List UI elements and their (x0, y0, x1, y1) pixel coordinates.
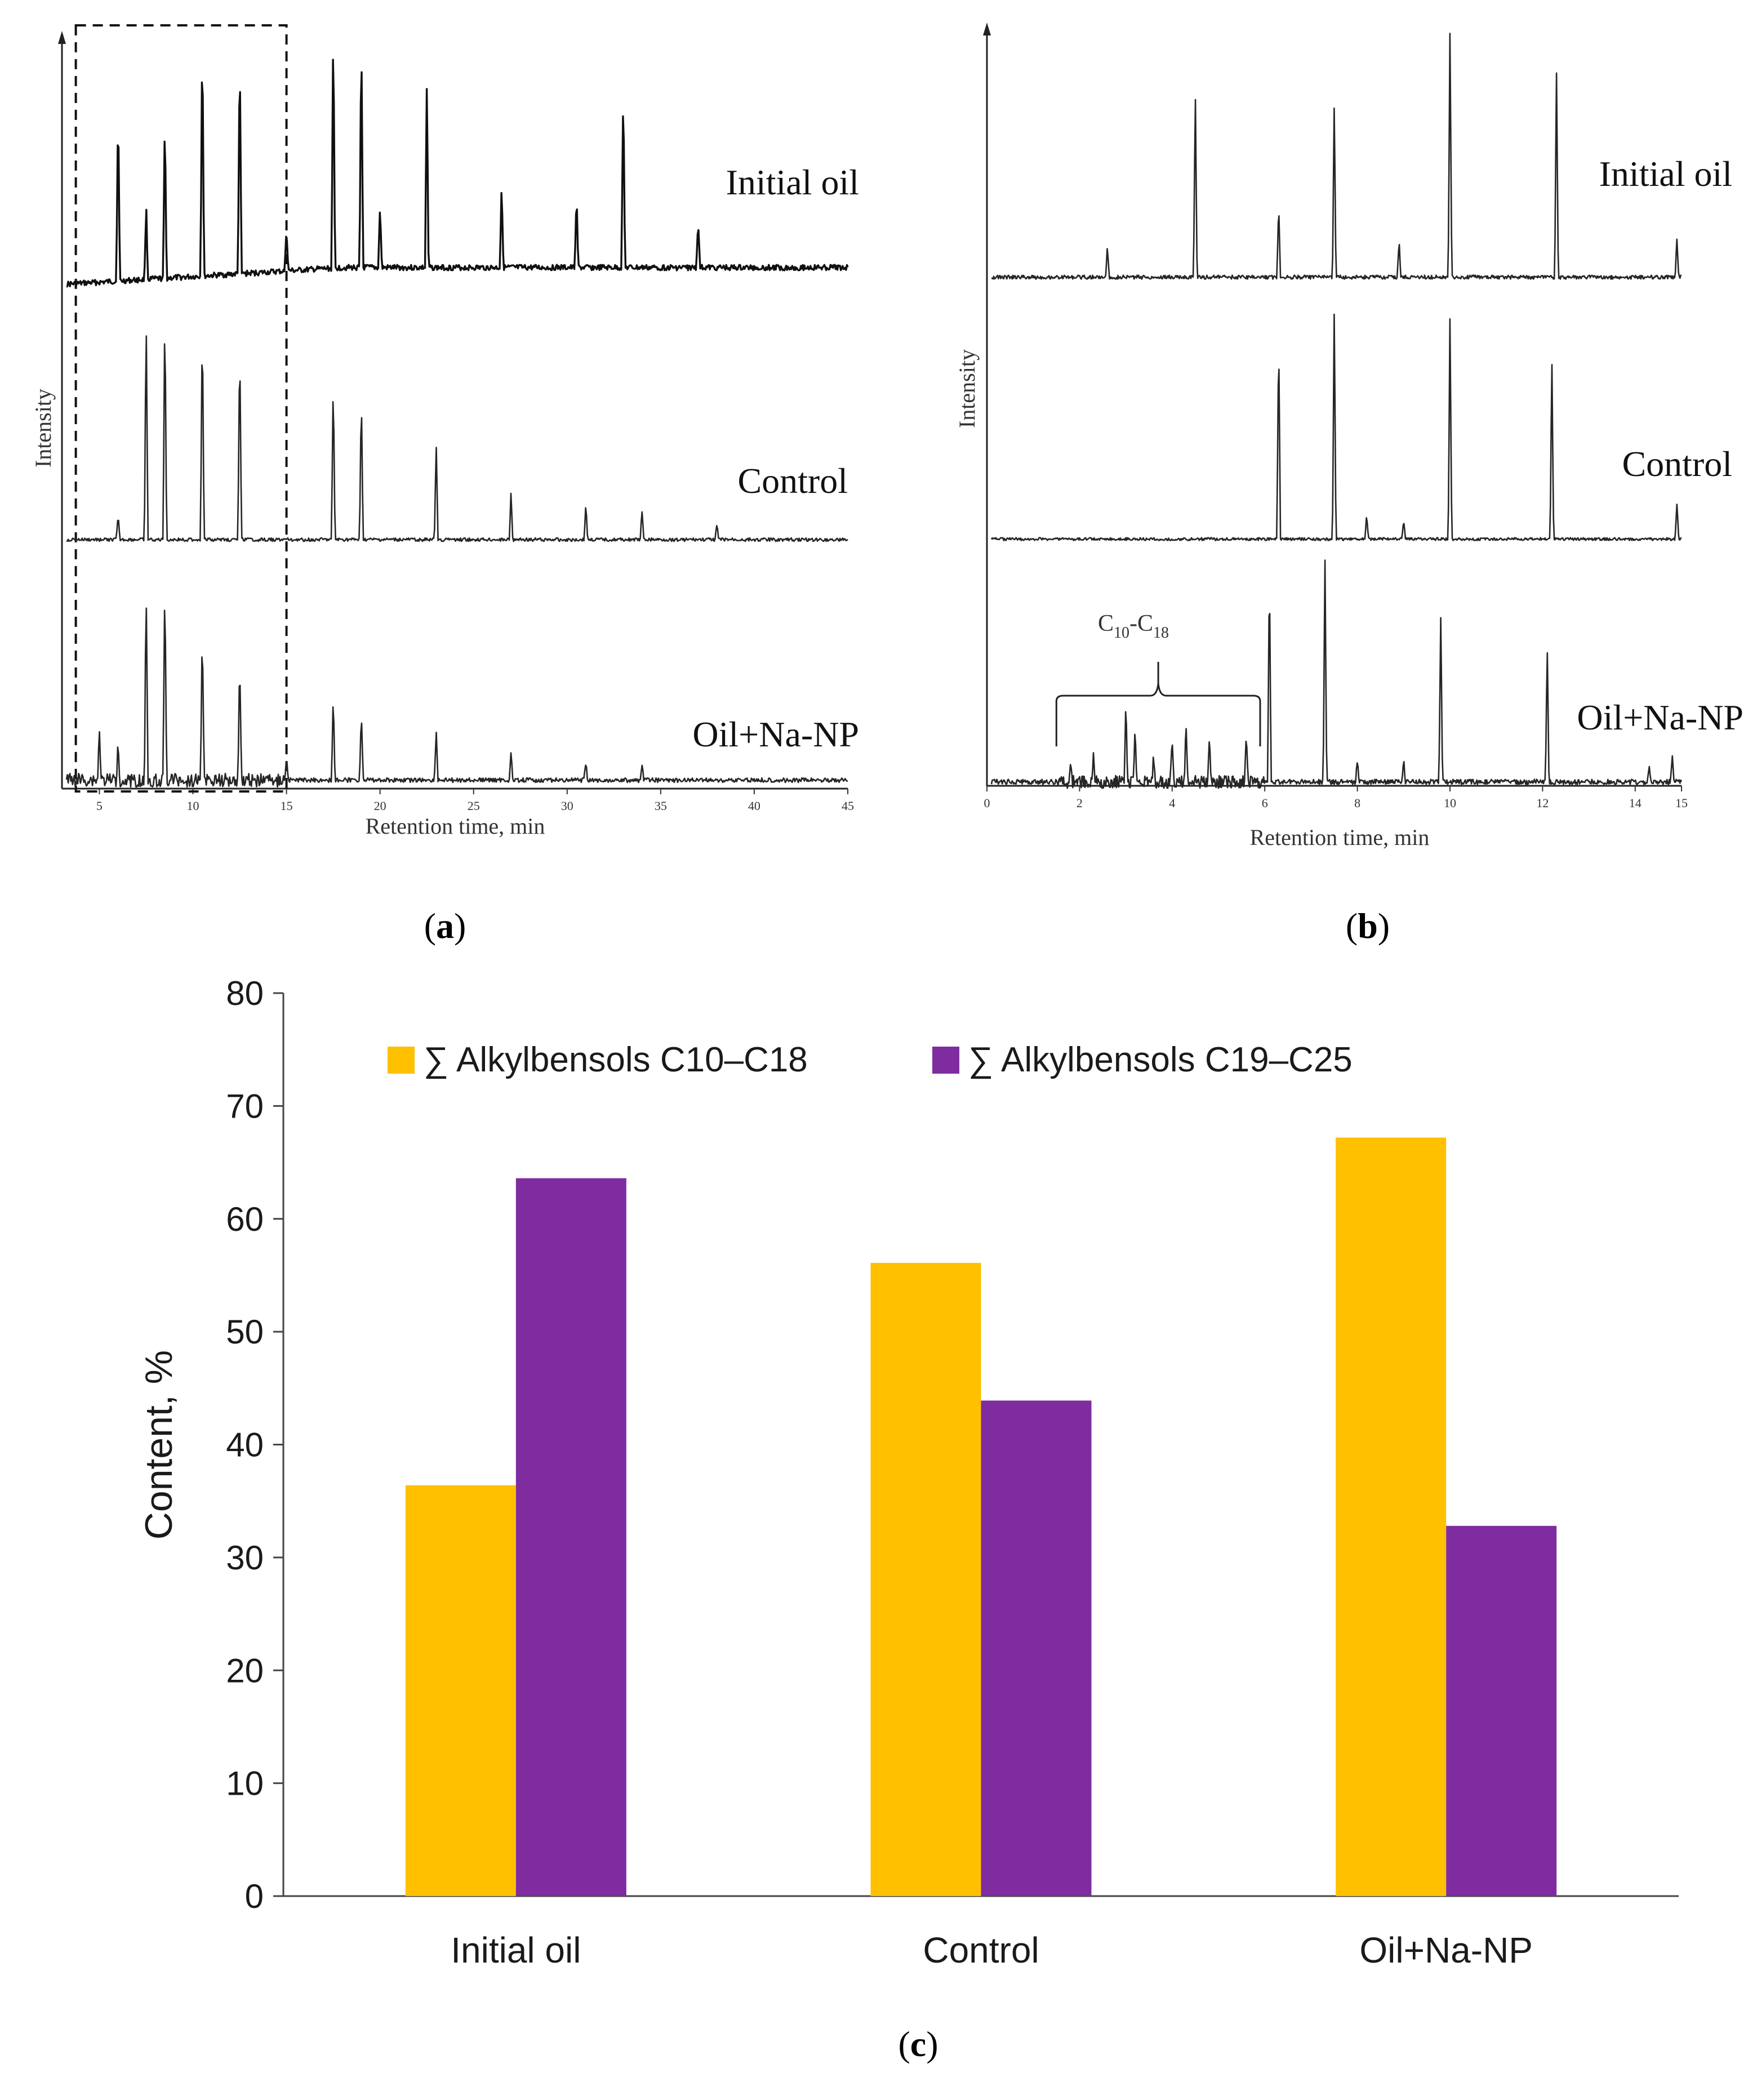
panel-b-x-tick-label: 14 (1629, 796, 1642, 810)
bar-chart-y-tick-label: 60 (226, 1200, 264, 1238)
bar-chart-category-label: Oil+Na-NP (1359, 1930, 1533, 1970)
bar-chart-y-ticks: 0 10 20 30 40 50 60 70 80 (226, 975, 283, 1915)
panel-b-trace-label-oil-na-np: Oil+Na-NP (1577, 697, 1743, 737)
bar-c19-c25-control (981, 1400, 1092, 1896)
panel-b-trace-label-control: Control (1622, 444, 1732, 484)
panel-b-c10-c18-bracket (1055, 662, 1261, 746)
panel-b-trace-3 (990, 559, 1683, 789)
panel-b-x-tick-label: 4 (1169, 796, 1175, 810)
panel-label-b: (b) (1346, 906, 1390, 946)
panel-b-y-arrow (983, 23, 991, 35)
panel-a-y-arrow (58, 31, 66, 44)
panel-a-x-tick-label: 20 (374, 799, 386, 813)
panel-a-trace-label-control: Control (737, 461, 848, 501)
legend-label-c10-c18: ∑ Alkylbensols C10–C18 (424, 1040, 808, 1079)
bar-chart-y-tick-label: 10 (226, 1765, 264, 1803)
panel-b-x-tick-label: 8 (1354, 796, 1360, 810)
panel-a-x-tick-label: 45 (842, 799, 854, 813)
panel-a-trace-1 (66, 59, 849, 288)
panel-a-trace-label-initial-oil: Initial oil (726, 162, 859, 202)
panel-a-trace-2 (66, 335, 848, 542)
legend-swatch-c19-c25 (932, 1047, 959, 1074)
panel-a-x-tick-label: 15 (281, 799, 293, 813)
bar-c10-c18-initial-oil (405, 1485, 516, 1896)
panel-a-x-tick-label: 5 (96, 799, 103, 813)
panel-a-x-tick-label: 30 (561, 799, 573, 813)
bar-chart-y-tick-label: 50 (226, 1313, 264, 1351)
panel-b-x-tick-label: 2 (1077, 796, 1083, 810)
bar-chart-panel-c: 0 10 20 30 40 50 60 70 80 Initial oil Control Oil+… (137, 975, 1679, 1970)
bar-chart-y-tick-label: 0 (245, 1877, 264, 1915)
bar-c19-c25-oil-na-np (1446, 1525, 1557, 1896)
panel-b-x-axis-title: Retention time, min (1250, 825, 1430, 850)
panel-a-trace-3 (65, 607, 848, 788)
bar-chart-y-axis-title: Content, % (137, 1350, 180, 1540)
bar-chart-legend: ∑ Alkylbensols C10–C18 ∑ Alkylbensols C1… (388, 1040, 1353, 1079)
panel-b-trace-label-initial-oil: Initial oil (1599, 154, 1732, 194)
panel-label-a: (a) (424, 906, 466, 946)
panel-a-x-axis-title: Retention time, min (366, 813, 545, 839)
bar-c19-c25-initial-oil (515, 1178, 626, 1896)
legend-swatch-c10-c18 (388, 1047, 415, 1074)
panel-b-trace-2 (990, 313, 1682, 541)
bar-chart-bars (405, 1137, 1557, 1896)
panel-b-x-ticks: 0 2 4 6 8 10 12 14 15 (984, 786, 1688, 810)
bar-chart-y-tick-label: 30 (226, 1539, 264, 1577)
bar-chart-y-tick-label: 40 (226, 1426, 264, 1464)
panel-b-y-axis-title: Intensity (954, 349, 980, 428)
panel-a-trace-label-oil-na-np: Oil+Na-NP (692, 714, 859, 754)
panel-b-bracket-label: C10-C18 (1098, 611, 1169, 642)
panel-b-x-tick-label: 0 (984, 796, 990, 810)
bar-c10-c18-control (870, 1262, 981, 1896)
bar-chart-y-tick-label: 70 (226, 1087, 264, 1125)
panel-b-x-tick-label: 12 (1536, 796, 1549, 810)
panel-label-c: (c) (898, 2024, 938, 2064)
bar-chart-y-tick-label: 20 (226, 1652, 264, 1689)
panel-a-x-tick-label: 25 (468, 799, 480, 813)
legend-label-c19-c25: ∑ Alkylbensols C19–C25 (968, 1040, 1353, 1079)
panel-a-y-axis-title: Intensity (30, 389, 56, 468)
panel-b-x-tick-label: 10 (1444, 796, 1456, 810)
bar-chart-category-label: Initial oil (451, 1930, 581, 1970)
panel-a-x-ticks: 5 10 15 20 25 30 35 40 45 (96, 789, 854, 813)
chromatogram-panel-b: 0 2 4 6 8 10 12 14 15 C10-C18 Retention time, mi… (954, 23, 1743, 850)
bar-c10-c18-oil-na-np (1336, 1137, 1447, 1896)
bar-chart-categories: Initial oil Control Oil+Na-NP (451, 1930, 1533, 1970)
panel-a-x-tick-label: 10 (187, 799, 199, 813)
bar-chart-y-tick-label: 80 (226, 975, 264, 1012)
panel-a-traces (65, 59, 849, 788)
chromatogram-panel-a: 5 10 15 20 25 30 35 40 45 Retention time, min In… (30, 24, 859, 839)
panel-b-trace-1 (991, 33, 1682, 280)
panel-a-x-tick-label: 35 (655, 799, 667, 813)
panel-a-x-tick-label: 40 (748, 799, 760, 813)
panel-b-x-tick-label: 15 (1675, 796, 1688, 810)
panel-b-x-tick-label: 6 (1262, 796, 1268, 810)
bar-chart-category-label: Control (923, 1930, 1039, 1970)
panel-b-traces (990, 33, 1683, 789)
panel-a-highlight-box (74, 24, 288, 793)
